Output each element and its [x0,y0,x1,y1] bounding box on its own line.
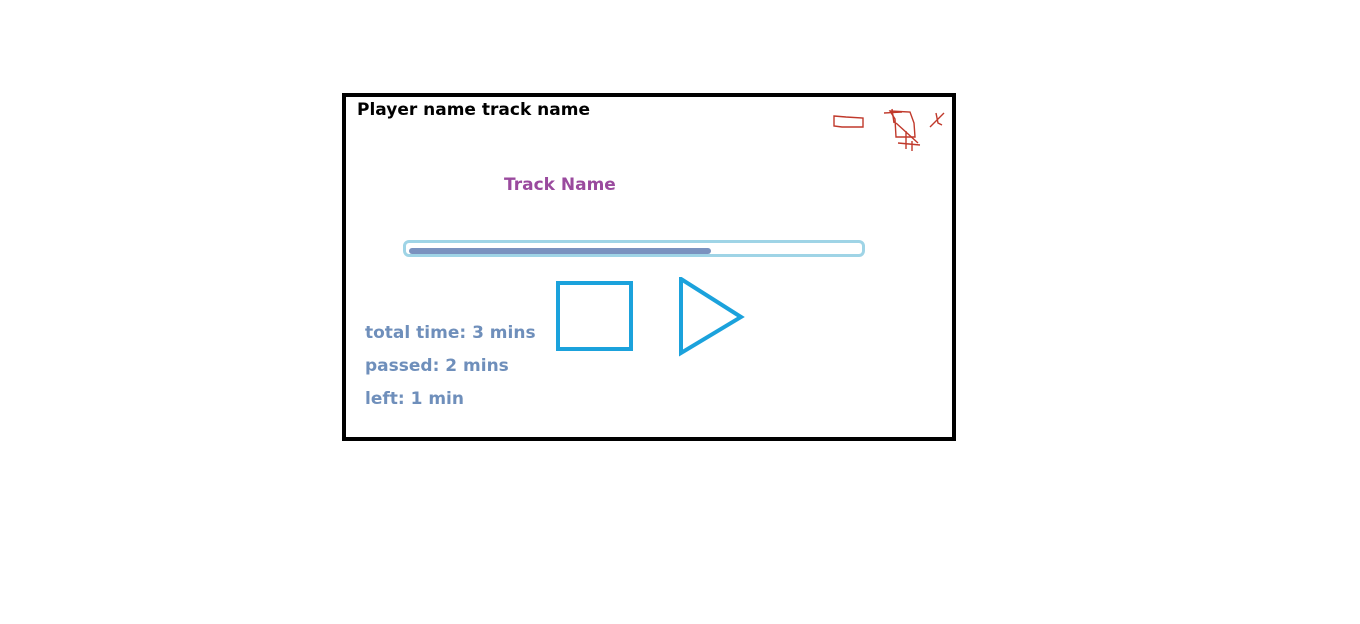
stop-button[interactable] [556,281,633,351]
play-button[interactable] [677,277,747,357]
passed-time-label: passed: 2 mins [365,356,509,376]
minimize-icon[interactable] [830,107,870,137]
total-time-label: total time: 3 mins [365,323,536,343]
track-name: Track Name [504,175,616,195]
progress-bar[interactable] [403,240,865,257]
progress-fill [409,248,711,254]
play-icon [679,277,745,357]
left-time-label: left: 1 min [365,389,464,409]
player-window: Player name track name Track Name total … [342,93,956,441]
window-title: Player name track name [357,100,590,120]
close-icon[interactable] [926,107,948,137]
maximize-icon[interactable] [882,107,926,153]
time-info: total time: 3 mins passed: 2 mins left: … [365,317,536,416]
window-controls [830,107,950,153]
